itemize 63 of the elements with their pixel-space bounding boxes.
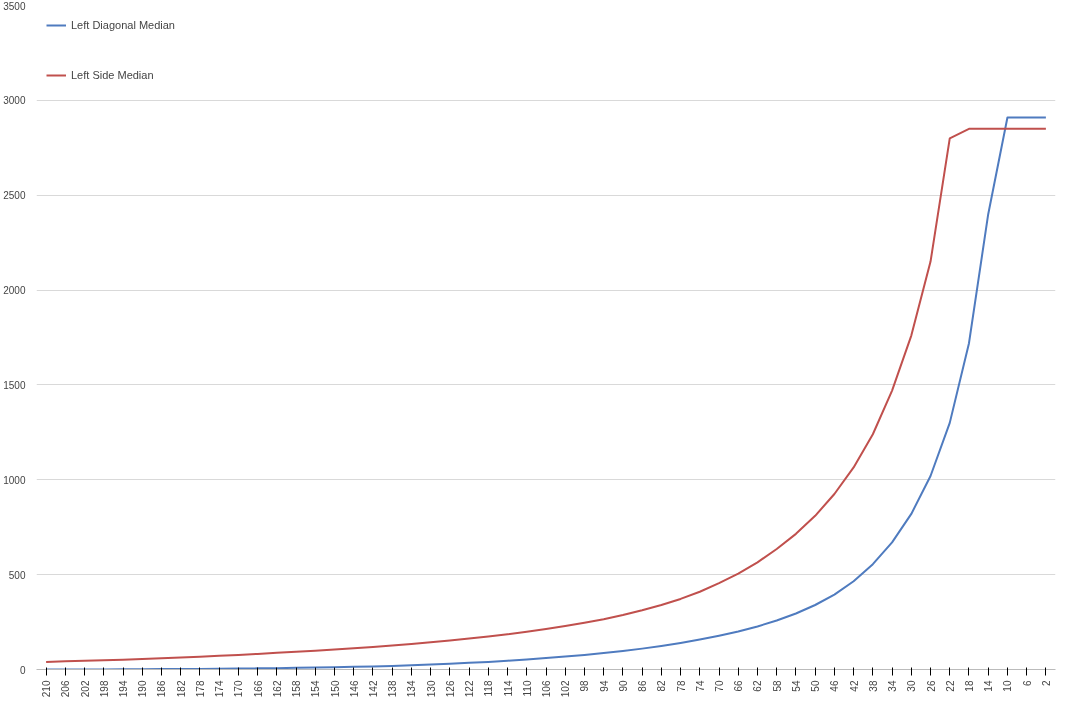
x-tick-label: 46	[829, 680, 841, 692]
x-tick-label: 186	[156, 680, 168, 698]
x-tick-label: 62	[752, 680, 764, 692]
x-tick-label: 26	[925, 680, 937, 692]
y-tick-label: 3000	[3, 95, 26, 107]
x-tick-label: 98	[579, 680, 591, 692]
x-tick-label: 82	[656, 680, 668, 692]
x-tick-label: 70	[714, 680, 726, 692]
y-tick-label: 1500	[3, 379, 26, 391]
x-tick-label: 146	[348, 680, 360, 698]
y-tick-label: 1000	[3, 474, 26, 486]
x-tick-label: 178	[194, 680, 206, 698]
x-tick-label: 78	[675, 680, 687, 692]
x-tick-label: 110	[521, 680, 533, 697]
y-tick-label: 0	[19, 664, 26, 676]
x-tick-label: 174	[214, 680, 226, 698]
y-tick-label: 2000	[3, 285, 26, 297]
x-tick-label: 90	[617, 680, 629, 692]
x-tick-label: 150	[329, 680, 341, 698]
x-tick-label: 10	[1002, 680, 1014, 692]
x-tick-label: 58	[771, 680, 783, 692]
x-tick-label: 170	[233, 680, 245, 698]
x-tick-label: 210	[41, 680, 53, 698]
x-tick-label: 114	[502, 680, 514, 697]
x-tick-label: 198	[98, 680, 110, 698]
legend-label: Left Diagonal Median	[71, 19, 175, 31]
x-tick-label: 102	[560, 680, 572, 698]
x-tick-label: 158	[291, 680, 303, 698]
x-tick-label: 74	[694, 680, 706, 692]
x-tick-label: 22	[944, 680, 956, 692]
x-tick-label: 14	[983, 680, 995, 692]
x-tick-label: 30	[906, 680, 918, 692]
x-tick-label: 18	[963, 680, 975, 692]
x-tick-label: 202	[79, 680, 91, 698]
x-tick-label: 182	[175, 680, 187, 698]
x-tick-label: 142	[367, 680, 379, 698]
x-tick-label: 194	[118, 680, 130, 698]
x-tick-label: 130	[425, 680, 437, 698]
x-tick-label: 122	[464, 680, 476, 698]
x-tick-label: 6	[1021, 680, 1033, 687]
x-tick-label: 2	[1040, 680, 1052, 687]
y-tick-label: 500	[8, 569, 26, 581]
x-tick-label: 138	[387, 680, 399, 698]
x-tick-label: 34	[887, 680, 899, 692]
x-tick-label: 162	[271, 680, 283, 698]
x-tick-label: 54	[790, 680, 802, 692]
x-tick-label: 94	[598, 680, 610, 692]
x-tick-label: 206	[60, 680, 72, 698]
x-tick-label: 154	[310, 680, 322, 698]
x-tick-label: 126	[444, 680, 456, 698]
x-tick-label: 86	[637, 680, 649, 692]
x-tick-label: 38	[867, 680, 879, 692]
x-tick-label: 106	[541, 680, 552, 698]
y-tick-label: 2500	[3, 190, 26, 202]
x-tick-label: 166	[252, 680, 264, 698]
y-tick-label: 3500	[3, 0, 26, 12]
x-tick-label: 190	[137, 680, 149, 698]
x-tick-label: 42	[848, 680, 860, 692]
x-tick-label: 134	[406, 680, 418, 698]
legend-label: Left Side Median	[71, 69, 154, 81]
x-tick-label: 118	[483, 680, 495, 697]
x-tick-label: 66	[733, 680, 745, 692]
x-tick-label: 50	[810, 680, 822, 692]
